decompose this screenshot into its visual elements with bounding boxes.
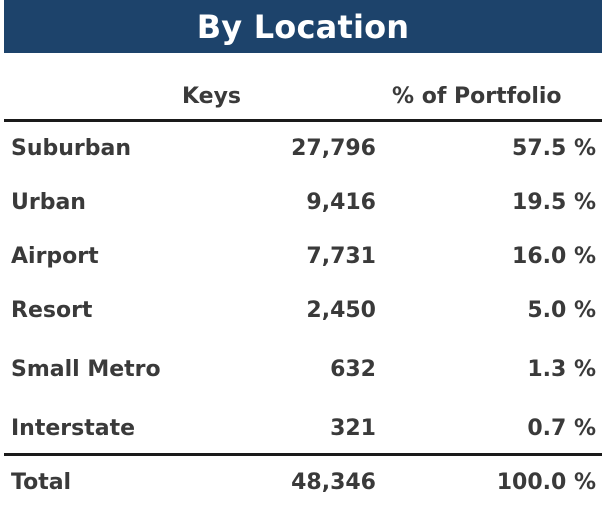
row-label: Resort — [11, 298, 93, 323]
total-label: Total — [11, 470, 72, 495]
table-row: Interstate 321 0.7 % — [0, 414, 602, 444]
row-label: Urban — [11, 190, 86, 215]
row-portfolio: 1.3 % — [527, 357, 596, 382]
row-keys: 7,731 — [306, 244, 376, 269]
row-keys: 27,796 — [291, 136, 376, 161]
row-label: Interstate — [11, 416, 136, 441]
table-row: Suburban 27,796 57.5 % — [0, 134, 602, 164]
total-portfolio: 100.0 % — [496, 470, 596, 495]
column-header-portfolio: % of Portfolio — [392, 84, 562, 109]
row-portfolio: 57.5 % — [512, 136, 596, 161]
row-keys: 321 — [330, 416, 376, 441]
row-portfolio: 19.5 % — [512, 190, 596, 215]
header-divider — [4, 119, 602, 122]
row-keys: 632 — [330, 357, 376, 382]
row-label: Airport — [11, 244, 99, 269]
row-portfolio: 5.0 % — [527, 298, 596, 323]
row-keys: 2,450 — [306, 298, 376, 323]
column-header-keys: Keys — [182, 84, 242, 109]
table-row: Resort 2,450 5.0 % — [0, 296, 602, 326]
total-row: Total 48,346 100.0 % — [0, 468, 602, 498]
table-row: Urban 9,416 19.5 % — [0, 188, 602, 218]
total-keys: 48,346 — [291, 470, 376, 495]
total-divider — [4, 453, 602, 456]
row-portfolio: 16.0 % — [512, 244, 596, 269]
page-title: By Location — [4, 0, 602, 53]
row-portfolio: 0.7 % — [527, 416, 596, 441]
table-row: Airport 7,731 16.0 % — [0, 242, 602, 272]
table-row: Small Metro 632 1.3 % — [0, 355, 602, 385]
row-label: Small Metro — [11, 357, 161, 382]
row-keys: 9,416 — [306, 190, 376, 215]
row-label: Suburban — [11, 136, 132, 161]
